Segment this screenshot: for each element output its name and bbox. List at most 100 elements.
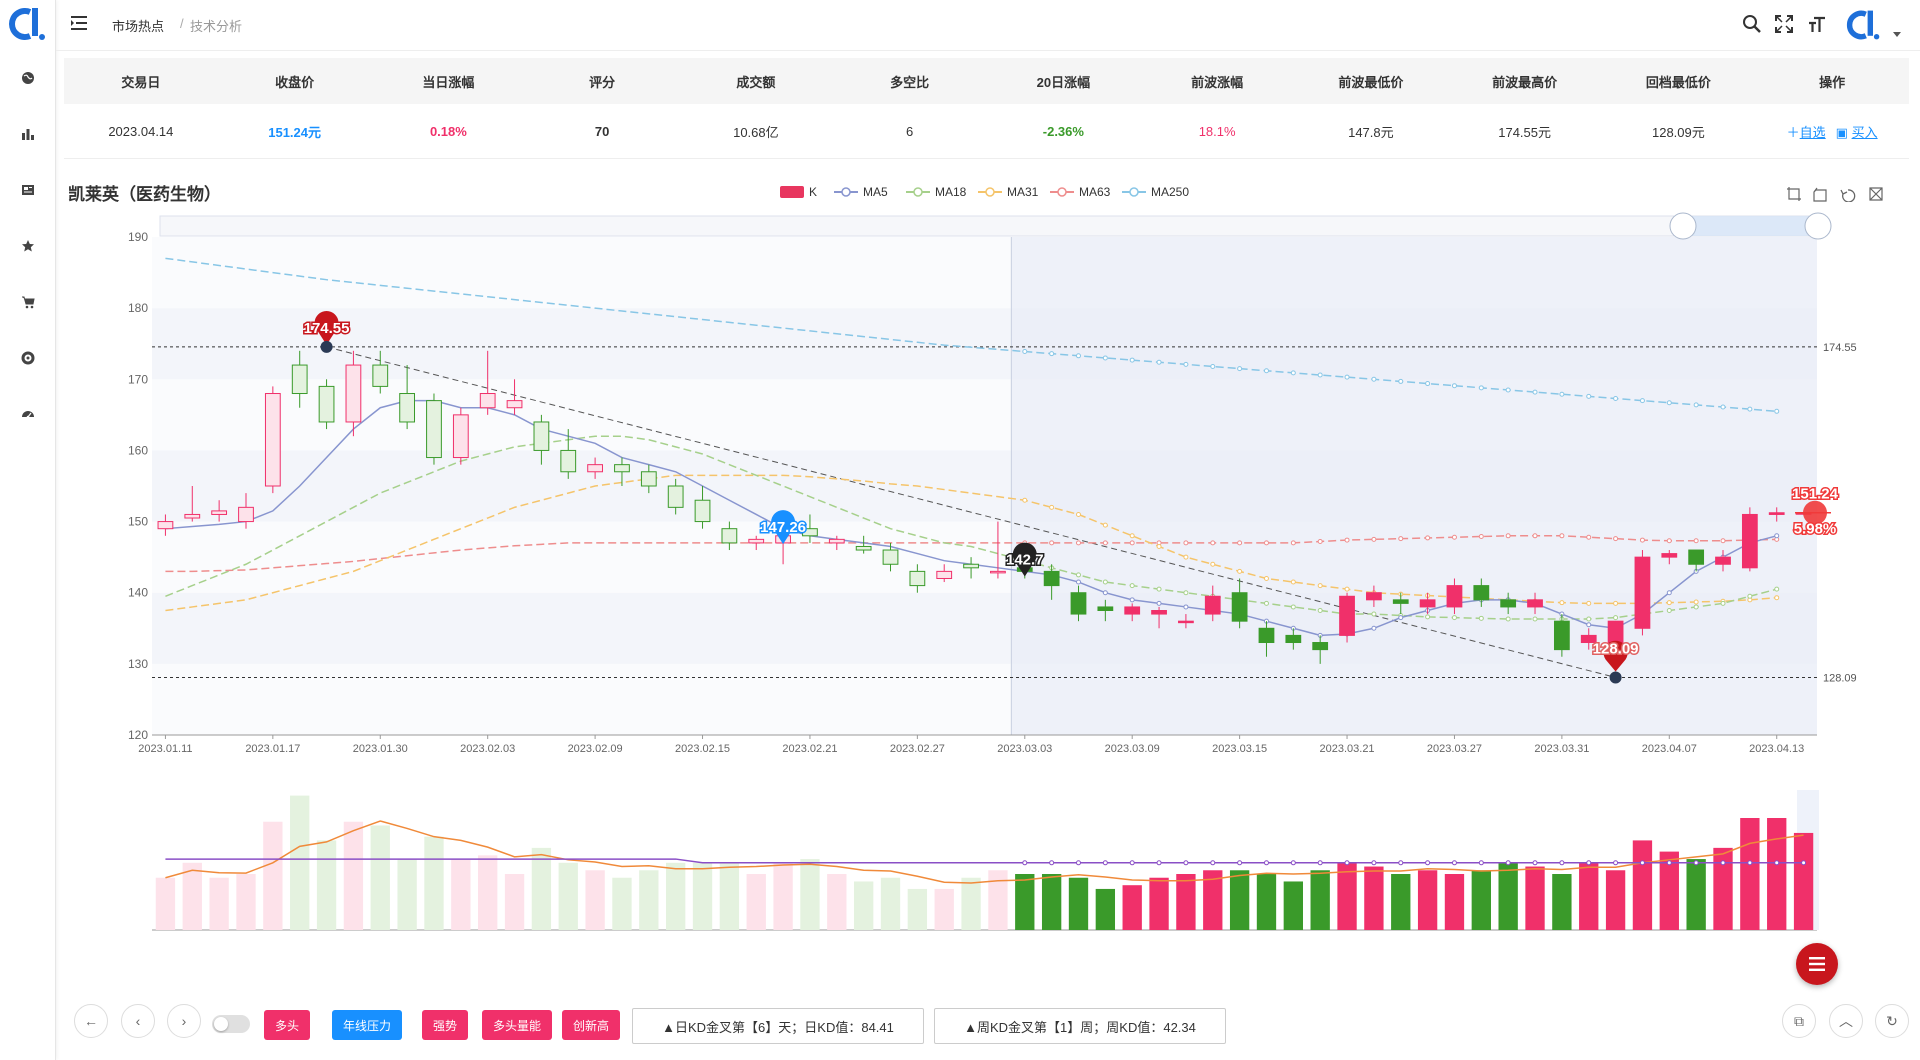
ma-point-ma5	[1183, 604, 1189, 610]
ma-point-ma18	[1505, 616, 1511, 622]
y-tick-label: 140	[128, 586, 148, 600]
restore-icon[interactable]	[1840, 189, 1856, 203]
volume-bar	[209, 877, 229, 930]
volume-bar	[451, 859, 471, 930]
breadcrumb-current: 技术分析	[190, 19, 243, 34]
candle	[318, 385, 335, 423]
ma-point-ma5	[1666, 590, 1672, 596]
legend-ma18[interactable]: MA18	[906, 185, 966, 199]
legend-ma63[interactable]: MA63	[1050, 185, 1110, 199]
volume-bar	[1605, 870, 1626, 930]
dashboard-icon[interactable]	[0, 394, 55, 434]
zoom-handle-left[interactable]	[1669, 212, 1697, 240]
caret-down-icon[interactable]	[1893, 32, 1901, 37]
zoom-select-icon[interactable]	[1787, 187, 1801, 201]
volume-bar	[907, 888, 928, 930]
high-marker-label: 174.55	[304, 320, 350, 337]
back-button[interactable]: ←	[74, 1004, 108, 1038]
kline-chart[interactable]: 120 130 140 150 160 170 180 190 2023.01.11 2023.0…	[0, 0, 1920, 1000]
volume-bar	[343, 821, 364, 930]
candle	[855, 545, 872, 551]
candle	[1258, 627, 1275, 644]
y-tick-label: 130	[128, 657, 148, 671]
menu-toggle-icon[interactable]	[71, 16, 87, 30]
legend-line-swatch	[834, 187, 858, 197]
candle	[264, 393, 281, 487]
chart-menu-button[interactable]	[1796, 943, 1838, 985]
candle	[802, 528, 818, 537]
star-icon[interactable]	[0, 226, 55, 266]
refresh-button[interactable]: ↻	[1875, 1004, 1909, 1038]
ma-point-ma63	[1210, 540, 1216, 546]
tag-2[interactable]: 强势	[422, 1010, 468, 1040]
scroll-top-button[interactable]: ︿	[1829, 1004, 1863, 1038]
toggle-switch[interactable]	[212, 1015, 250, 1033]
candle	[1312, 642, 1329, 651]
volume-bar	[504, 874, 525, 930]
app-logo-icon[interactable]	[8, 6, 48, 42]
volume-bar	[853, 881, 874, 930]
legend-ma31[interactable]: MA31	[978, 185, 1038, 199]
search-icon[interactable]	[1742, 14, 1762, 34]
zoom-reset-icon[interactable]	[1813, 187, 1827, 202]
tag-3[interactable]: 多头量能	[482, 1010, 552, 1040]
candle	[560, 449, 577, 473]
candle	[1473, 585, 1490, 601]
candle	[1339, 595, 1355, 636]
zoom-navigator[interactable]	[159, 215, 1818, 237]
ma-point-ma5	[1586, 622, 1592, 628]
refresh-icon: ↻	[1886, 1012, 1898, 1029]
legend-ma250[interactable]: MA250	[1122, 185, 1189, 199]
zoom-handle-right[interactable]	[1804, 212, 1832, 240]
prev-button[interactable]: ‹	[121, 1004, 155, 1038]
volume-bar	[1552, 874, 1572, 930]
candle	[1204, 595, 1221, 615]
volume-bar	[692, 862, 713, 930]
candle	[1580, 634, 1597, 644]
x-tick-label: 2023.02.15	[675, 743, 730, 755]
candle	[1607, 620, 1624, 644]
cart-icon[interactable]	[0, 282, 55, 322]
font-size-icon[interactable]	[1807, 14, 1827, 34]
candle	[1231, 592, 1248, 622]
next-button[interactable]: ›	[167, 1004, 201, 1038]
lifebuoy-icon[interactable]	[0, 338, 55, 378]
ma-point-ma18	[1747, 593, 1753, 599]
buy-icon: ▣	[1835, 124, 1848, 140]
volume-bar	[397, 859, 417, 930]
newspaper-icon[interactable]	[0, 170, 55, 210]
ma-point-ma31	[1075, 511, 1081, 517]
tag-4[interactable]: 创新高	[562, 1010, 620, 1040]
ma-point-ma31	[1022, 497, 1028, 503]
legend-line-swatch	[978, 187, 1002, 197]
ma-point-ma250	[1747, 406, 1753, 412]
add-watchlist-link[interactable]: ＋自选	[1786, 124, 1826, 140]
save-image-icon[interactable]	[1869, 187, 1883, 201]
header-score: 评分	[589, 74, 616, 90]
tag-0[interactable]: 多头	[264, 1010, 310, 1040]
legend-k[interactable]: K	[780, 185, 817, 199]
candle	[1178, 620, 1194, 624]
ma-point-ma31	[1156, 543, 1162, 549]
low-marker-label: 128.09	[1593, 640, 1639, 657]
ma-point-ma31	[1183, 554, 1189, 560]
volume-bar	[1041, 874, 1062, 930]
volume-bar	[1364, 866, 1384, 930]
buy-link[interactable]: ▣ 买入	[1835, 124, 1878, 140]
top-header: 市场热点 / 技术分析	[56, 0, 1920, 51]
fullscreen-icon[interactable]	[1774, 14, 1794, 34]
user-avatar-logo-icon[interactable]	[1846, 8, 1882, 42]
breadcrumb-home[interactable]: 市场热点	[112, 19, 165, 34]
globe-icon[interactable]	[0, 58, 55, 98]
copy-button[interactable]: ⧉	[1782, 1004, 1816, 1038]
zoom-navigator-window[interactable]	[1683, 216, 1817, 236]
ma-point-ma63	[1129, 540, 1135, 546]
x-tick-label: 2023.01.30	[353, 743, 408, 755]
volume-bar	[236, 874, 256, 930]
bar-chart-icon[interactable]	[0, 114, 55, 154]
tag-1[interactable]: 年线压力	[332, 1010, 402, 1040]
legend-ma5[interactable]: MA5	[834, 185, 888, 199]
ma-point-ma63	[1532, 533, 1538, 539]
ma-point-ma31	[1559, 600, 1565, 606]
volume-bar	[988, 870, 1008, 930]
